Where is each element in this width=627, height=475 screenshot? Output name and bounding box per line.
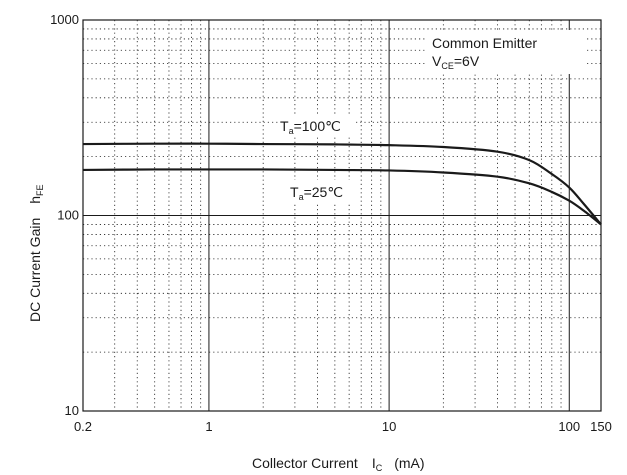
series-line-1 — [82, 168, 602, 226]
plot-area-frame — [82, 19, 602, 412]
conditions-line-1: Common Emitter — [432, 35, 537, 51]
x-tick-label: 150 — [590, 419, 612, 434]
series-lines — [82, 142, 602, 226]
grid-major — [83, 20, 601, 411]
x-tick-label: 100 — [558, 419, 580, 434]
y-tick-label: 100 — [57, 208, 79, 223]
y-tick-label: 10 — [65, 403, 79, 418]
x-tick-labels: 0.2 1 10 100 150 — [74, 419, 612, 434]
y-tick-label: 1000 — [50, 12, 79, 27]
y-tick-labels: 10 100 1000 — [50, 12, 79, 418]
x-axis-title: Collector Current IC (mA) — [252, 455, 425, 473]
series-label-backdrop-25c — [288, 180, 354, 202]
conditions-line-2: VCE=6V — [432, 53, 480, 71]
x-tick-label: 0.2 — [74, 419, 92, 434]
series-label-backdrop-100c — [278, 114, 356, 136]
y-axis-title: DC Current GainhFE — [27, 184, 45, 322]
x-tick-label: 10 — [382, 419, 396, 434]
series-label-100c: Ta=100℃ — [280, 118, 341, 136]
series-line-0 — [82, 142, 602, 226]
conditions-backdrop — [426, 30, 586, 74]
x-tick-label: 1 — [205, 419, 212, 434]
series-label-25c: Ta=25℃ — [290, 184, 343, 202]
